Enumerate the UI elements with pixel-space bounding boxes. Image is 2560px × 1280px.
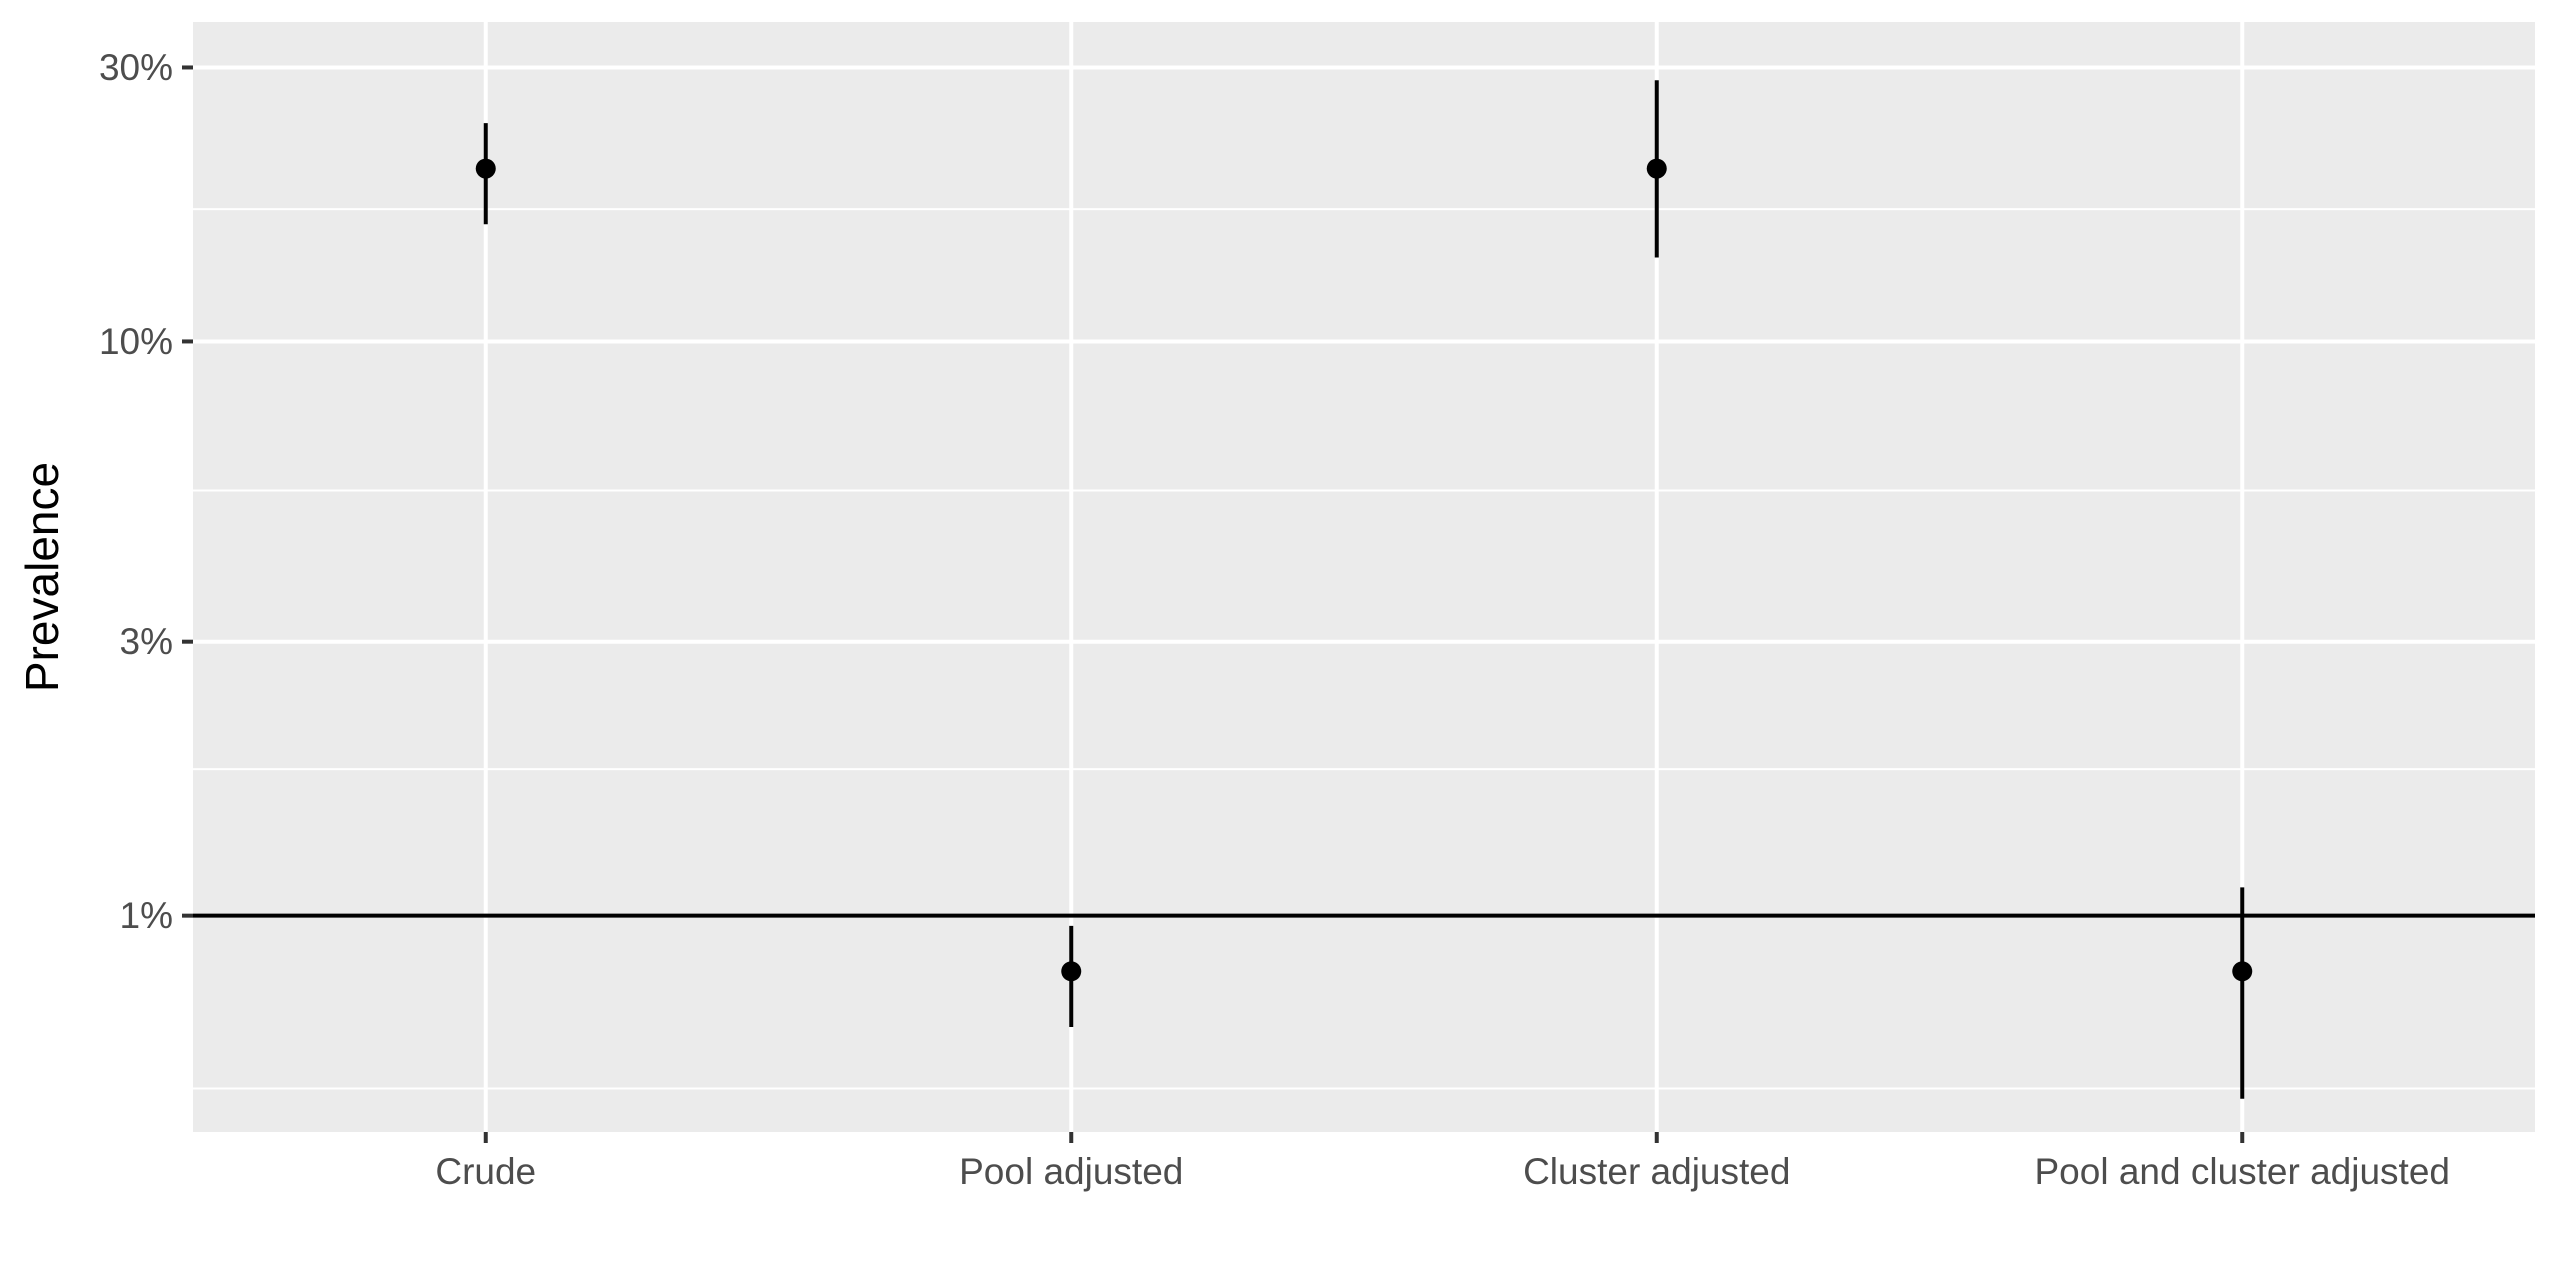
x-tick-label: Cluster adjusted xyxy=(1523,1151,1790,1192)
y-tick-label: 1% xyxy=(120,895,173,936)
data-marks xyxy=(475,80,2253,1099)
y-tick-label: 10% xyxy=(99,321,173,362)
x-tick-label: Pool and cluster adjusted xyxy=(2035,1151,2451,1192)
y-axis: 1% 3% 10% 30% xyxy=(99,47,193,936)
y-tick-label: 30% xyxy=(99,47,173,88)
x-tick-label: Crude xyxy=(435,1151,536,1192)
x-axis: Crude Pool adjusted Cluster adjusted Pool a… xyxy=(435,1132,2450,1192)
x-tick-label: Pool adjusted xyxy=(959,1151,1183,1192)
y-axis-title: Prevalence xyxy=(16,462,68,692)
minor-gridlines xyxy=(193,208,2535,1090)
plot-panel xyxy=(193,22,2535,1132)
data-point xyxy=(2232,961,2253,982)
data-point xyxy=(1061,961,1082,982)
data-point xyxy=(1646,158,1667,179)
y-tick-label: 3% xyxy=(120,621,173,662)
data-point xyxy=(475,158,496,179)
